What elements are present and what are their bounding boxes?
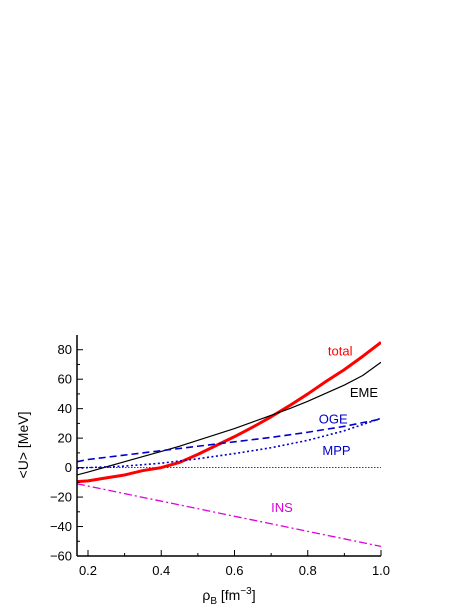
y-tick-label: 40 — [58, 401, 72, 416]
series-line-ins — [77, 483, 381, 548]
x-axis-label-superscript: −3 — [240, 586, 252, 597]
series-label-ins: INS — [271, 500, 293, 515]
y-tick-label: 80 — [58, 342, 72, 357]
series-label-total: total — [328, 344, 353, 359]
series-label-mpp: MPP — [322, 443, 350, 458]
axes: −60 −40 −20 0 20 40 60 80 0.2 0.4 0.6 0.8 1.0 — [50, 335, 390, 578]
y-axis-label: <U> [MeV] — [15, 412, 31, 479]
y-tick-label: −20 — [50, 490, 72, 505]
y-tick-label: 20 — [58, 431, 72, 446]
series-line-mpp — [77, 417, 381, 470]
y-tick-label: 0 — [65, 460, 72, 475]
x-tick-label: 0.4 — [152, 563, 170, 578]
x-axis-label-symbol: ρ — [202, 587, 210, 603]
x-axis-label: ρB [fm−3] — [202, 586, 255, 607]
series-label-oge: OGE — [319, 411, 348, 426]
y-tick-label: −40 — [50, 519, 72, 534]
series-label-eme: EME — [350, 385, 379, 400]
plot-area — [77, 341, 381, 548]
series-line-eme — [77, 361, 381, 476]
x-tick-label: 1.0 — [372, 563, 390, 578]
x-tick-label: 0.8 — [299, 563, 317, 578]
x-axis-label-close: ] — [252, 587, 256, 603]
x-tick-label: 0.6 — [225, 563, 243, 578]
x-tick-label: 0.2 — [79, 563, 97, 578]
series-line-total — [77, 341, 381, 484]
x-axis-label-unit: [fm — [217, 587, 240, 603]
y-tick-label: −60 — [50, 549, 72, 564]
y-tick-label: 60 — [58, 372, 72, 387]
x-axis-label-subscript: B — [210, 596, 217, 607]
